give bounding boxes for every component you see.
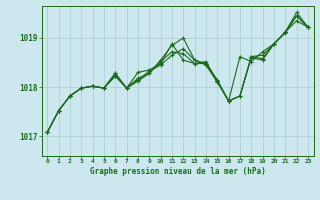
X-axis label: Graphe pression niveau de la mer (hPa): Graphe pression niveau de la mer (hPa) [90, 167, 266, 176]
